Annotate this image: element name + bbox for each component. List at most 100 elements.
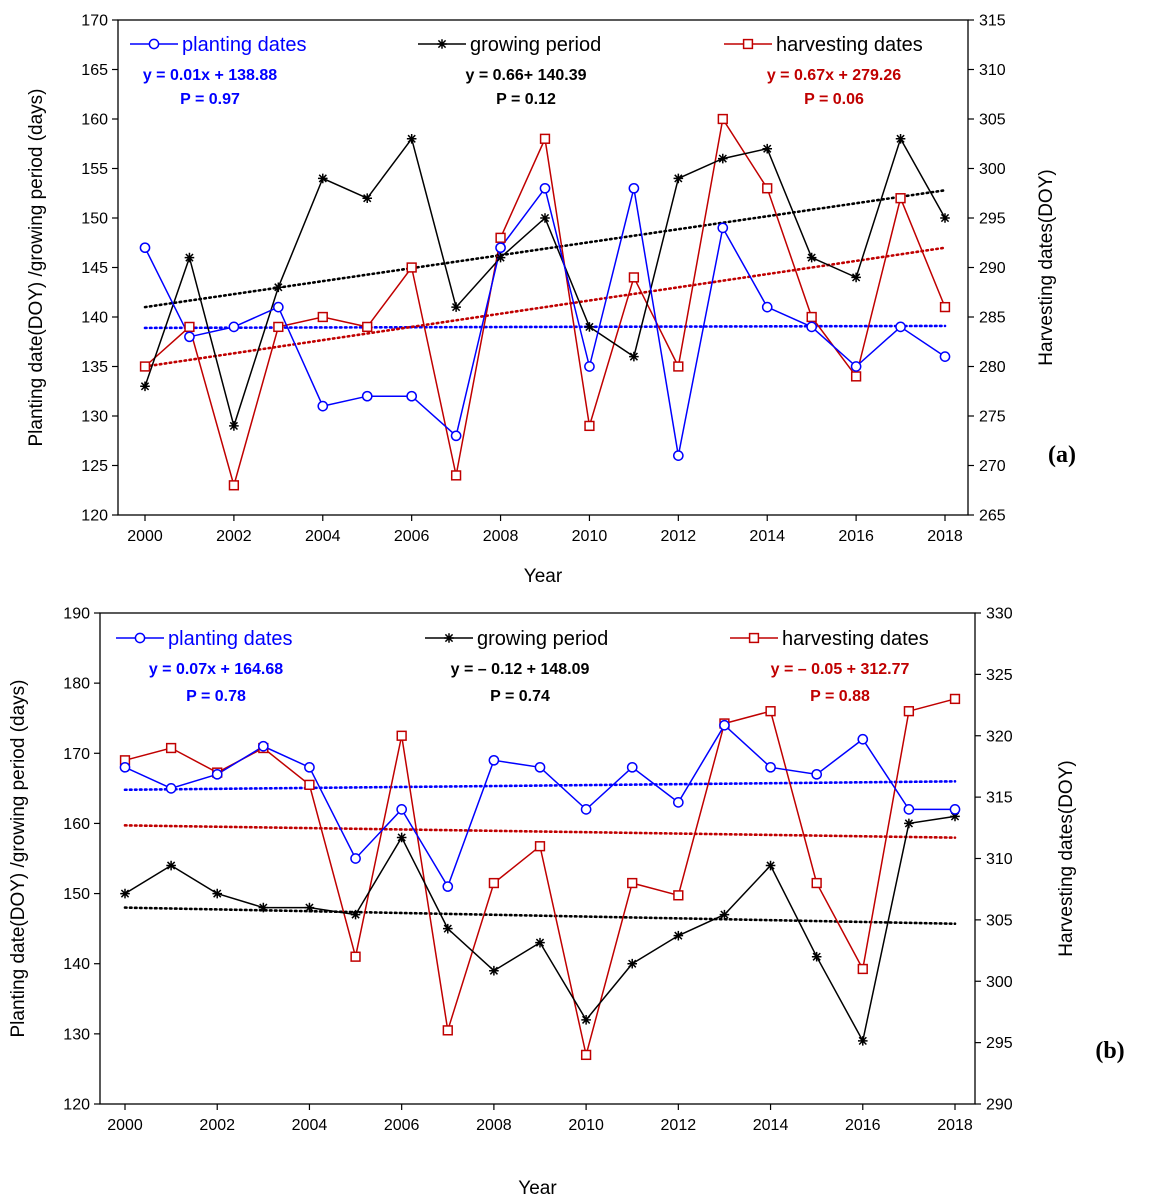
panel-a-harvesting-point (673, 361, 684, 372)
panel-a-harvesting-point (717, 113, 728, 125)
panel-a-growing-series-line (144, 136, 946, 429)
panel-b-planting-series-line (124, 724, 955, 889)
panel-a-harvesting-point (495, 232, 506, 243)
panel-a-harvesting-series-line (144, 116, 946, 489)
panel-b-x-tick-label: 2016 (845, 1117, 881, 1134)
panel-a-y2-tick-label: 270 (979, 458, 1006, 475)
panel-b-growing-point (350, 909, 361, 920)
panel-a-harvesting-point (139, 361, 151, 372)
panel-a-harvesting-equation: y = 0.67x + 279.26 (767, 67, 901, 84)
panel-a-x-tick-label: 2018 (927, 528, 963, 545)
panel-a-growing-equation: y = 0.66+ 140.39 (466, 67, 587, 84)
panel-b-y2-axis-title: Harvesting dates(DOY) (1056, 760, 1077, 956)
panel-b-harvesting-point (580, 1049, 592, 1061)
panel-a-y-tick-label: 130 (81, 409, 108, 426)
panel-a-legend-growing-label: growing period (470, 34, 601, 56)
panel-b-y-tick-label: 190 (63, 606, 90, 623)
panel-a-planting-point (672, 450, 684, 461)
panel-a-legend-planting-label: planting dates (182, 34, 307, 56)
panel-b-legend-growing-label: growing period (477, 628, 608, 650)
panel-b-x-tick-label: 2010 (568, 1117, 604, 1134)
panel-b-y-axis-title: Planting date(DOY) /growing period (days… (8, 679, 29, 1037)
panel-b-harvesting-series-line (124, 698, 956, 1056)
panel-a-harvesting-p-value: P = 0.06 (804, 91, 864, 108)
panel-b-x-tick-label: 2002 (199, 1117, 235, 1134)
panel-b-growing-equation: y = – 0.12 + 148.09 (451, 661, 590, 678)
panel-b-planting-point (211, 768, 223, 780)
panel-a-y-axis-title: Planting date(DOY) /growing period (days… (26, 88, 47, 446)
panel-b-planting-point (626, 761, 638, 773)
panel-a-harvesting-point (762, 183, 773, 194)
panel-a-y-tick-label: 150 (81, 211, 108, 228)
panel-a-chart: 120 125 130 135 140 145 150 155 160 165 170 265 270 2… (26, 13, 1076, 588)
panel-a-planting-point (584, 361, 595, 372)
panel-a-x-tick-label: 2002 (216, 528, 252, 545)
panel-b-harvesting-point (903, 706, 915, 717)
panel-a-harvesting-trend-line (143, 246, 947, 368)
panel-a-legend-harvesting-label: harvesting dates (776, 34, 923, 56)
panel-b-chart: 120 130 140 150 160 170 180 190 290 295 300 305 310 3… (8, 606, 1125, 1200)
panel-a-growing-point (717, 153, 728, 164)
panel-b-growing-trend-line (123, 906, 957, 926)
panel-a-growing-point (317, 173, 328, 184)
panel-b-planting-point (442, 881, 454, 892)
panel-a-harvesting-point (450, 470, 462, 481)
panel-b-y2-tick-label: 325 (986, 667, 1013, 684)
panel-a-growing-point (940, 213, 950, 223)
panel-b-growing-point (673, 930, 684, 941)
panel-b-growing-point (258, 902, 269, 913)
panel-a-growing-p-value: P = 0.12 (496, 91, 556, 108)
panel-a-growing-point (762, 143, 773, 154)
panel-b-harvesting-point (811, 877, 822, 889)
panel-a-planting-point (761, 301, 773, 313)
panel-a-planting-point (939, 351, 951, 362)
panel-a-growing-trend-line (143, 188, 947, 309)
panel-b-y2-tick-label: 320 (986, 728, 1013, 745)
panel-b-growing-point (627, 958, 638, 969)
panel-a-growing-point (362, 193, 373, 203)
panel-a-harvesting-point (539, 133, 551, 144)
panel-a-legend-harvesting-marker (742, 38, 754, 50)
panel-a-x-tick-label: 2010 (572, 528, 608, 545)
panel-a-harvesting-point (939, 301, 951, 313)
panel-a-y2-tick-label: 305 (979, 112, 1006, 129)
panel-a-x-tick-label: 2016 (838, 528, 874, 545)
panel-b-planting-point (765, 761, 776, 773)
panel-a-harvesting-point (628, 272, 640, 283)
panel-b-planting-point (672, 797, 684, 808)
panel-b-x-tick-label: 2008 (476, 1117, 512, 1134)
panel-a-x-tick-label: 2000 (127, 528, 163, 545)
panel-a-growing-point (806, 252, 817, 263)
panel-a-planting-point (184, 331, 195, 343)
panel-a-x-tick-label: 2008 (483, 528, 519, 545)
panel-a-planting-p-value: P = 0.97 (180, 91, 240, 108)
panel-b-growing-point (719, 909, 730, 920)
panel-b-planting-point (949, 804, 961, 815)
panel-b-growing-point (396, 832, 407, 843)
panel-a-y-tick-label: 135 (81, 359, 108, 376)
panel-a-growing-point (184, 252, 195, 263)
panel-b-growing-point (857, 1036, 868, 1046)
panel-b-y-tick-label: 140 (63, 956, 90, 973)
panel-a-y2-tick-label: 290 (979, 260, 1006, 277)
panel-a-y2-tick-label: 280 (979, 359, 1006, 376)
panel-a-growing-point (673, 173, 684, 184)
panel-a-harvesting-point (406, 262, 417, 273)
panel-a-label: (a) (1048, 442, 1076, 468)
panel-b-harvesting-point (488, 877, 500, 889)
panel-a-planting-point (495, 242, 506, 254)
panel-b-planting-point (534, 761, 546, 773)
panel-a-harvesting-point (184, 321, 195, 333)
panel-b-planting-equation: y = 0.07x + 164.68 (149, 661, 283, 678)
panel-b-growing-point (212, 888, 223, 899)
panel-a-planting-point (272, 301, 284, 313)
panel-b-label: (b) (1095, 1038, 1124, 1064)
panel-a-planting-series-line (144, 186, 946, 456)
panel-a-planting-point (406, 390, 418, 402)
panel-b-growing-point (166, 860, 176, 871)
panel-b-x-tick-label: 2014 (753, 1117, 789, 1134)
panel-b-y2-tick-label: 300 (986, 974, 1013, 991)
panel-a-y-tick-label: 140 (81, 310, 108, 327)
panel-b-x-tick-label: 2012 (661, 1117, 697, 1134)
panel-b-planting-point (396, 804, 408, 815)
